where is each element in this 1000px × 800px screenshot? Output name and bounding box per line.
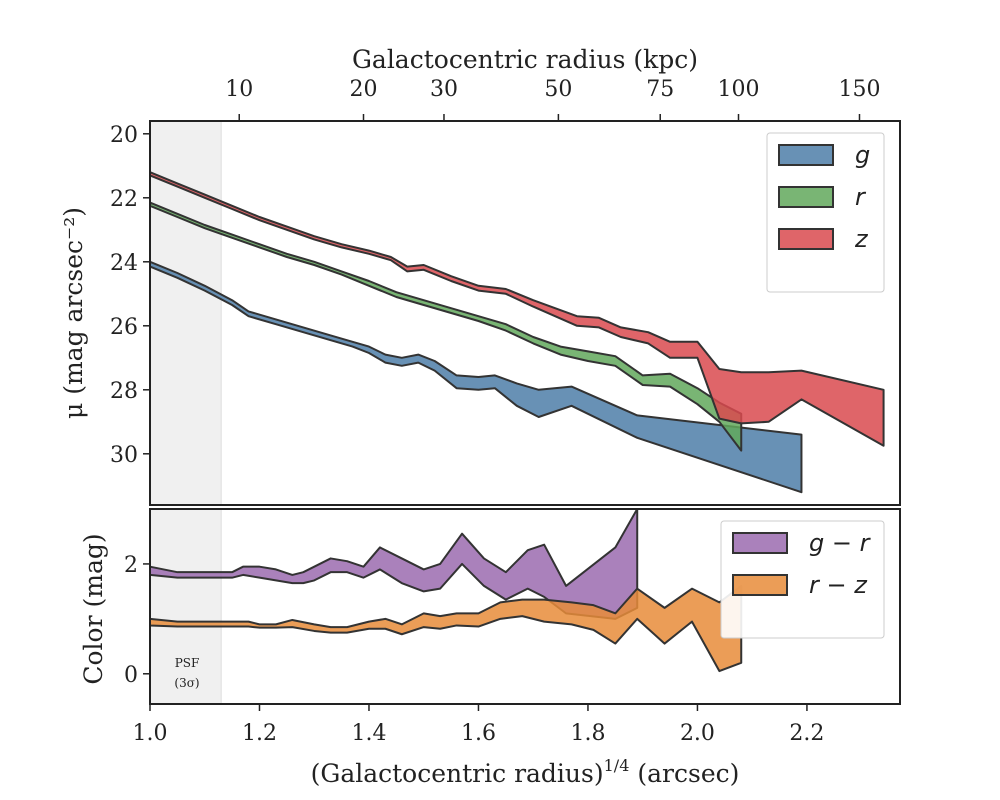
x-tick-label-6: 2.2	[789, 721, 824, 746]
top-legend-label-3: z	[854, 225, 869, 253]
bottom-panel: 0 2 g − r r − z 1.0 1.2 1.4 1.6 1.8 2.0 2.2	[124, 508, 901, 746]
bottom-y-tick-label-1: 2	[124, 553, 138, 578]
top-axis-tick-label-6: 150	[838, 77, 880, 102]
bottom-y-tick-label-0: 0	[124, 663, 138, 688]
x-tick-label-0: 1.0	[133, 721, 168, 746]
top-legend-label-2: r	[855, 183, 867, 211]
top-axis-tick-label-3: 50	[544, 77, 572, 102]
x-tick-label-1: 1.2	[242, 721, 277, 746]
x-axis-label-main: (Galactocentric radius)	[311, 759, 604, 788]
top-psf-region	[150, 121, 222, 505]
x-axis-label-superscript: 1/4	[604, 756, 630, 775]
top-axis-tick-label-4: 75	[646, 77, 674, 102]
top-y-tick-label-2: 24	[110, 251, 138, 276]
top-axis-tick-label-5: 100	[718, 77, 760, 102]
top-legend-swatch-2	[778, 186, 834, 208]
top-y-tick-label-1: 22	[110, 187, 138, 212]
top-panel: 20 22 24 26 28 30 grz 10 20 30 50 75 100 150	[110, 77, 901, 506]
top-axis-tick-label-1: 20	[350, 77, 378, 102]
top-axis-label: Galactocentric radius (kpc)	[352, 45, 698, 74]
psf-annotation-line1: PSF	[175, 656, 200, 670]
psf-annotation-line2: (3σ)	[174, 676, 199, 690]
top-legend-swatch-3	[778, 228, 834, 250]
top-y-tick-label-4: 28	[110, 379, 138, 404]
top-y-tick-label-0: 20	[110, 123, 138, 148]
bottom-psf-region	[150, 509, 222, 704]
bottom-legend-label-2: r − z	[809, 571, 868, 599]
top-band-3	[149, 171, 885, 447]
x-tick-label-2: 1.4	[351, 721, 386, 746]
x-tick-label-5: 2.0	[680, 721, 715, 746]
bottom-y-axis-label: Color (mag)	[79, 533, 108, 684]
overlay: Galactocentric radius (kpc) μ (mag arcse…	[59, 45, 739, 788]
top-band-2	[149, 201, 743, 452]
bottom-legend-swatch-1	[732, 532, 788, 554]
top-y-tick-label-3: 26	[110, 315, 138, 340]
top-y-tick-label-5: 30	[110, 443, 138, 468]
x-tick-label-4: 1.8	[570, 721, 605, 746]
bottom-band-2	[149, 584, 743, 673]
top-band-1	[149, 260, 803, 494]
top-axis-tick-label-0: 10	[225, 77, 253, 102]
top-frame	[149, 120, 901, 506]
top-axis-tick-label-2: 30	[430, 77, 458, 102]
x-tick-label-3: 1.6	[461, 721, 496, 746]
top-legend-swatch-1	[778, 144, 834, 166]
bottom-legend-label-1: g − r	[809, 529, 872, 557]
bottom-legend-swatch-2	[732, 574, 788, 596]
x-axis-label-unit: (arcsec)	[637, 759, 739, 788]
x-axis-label: (Galactocentric radius)1/4 (arcsec)	[311, 756, 740, 788]
top-legend-box	[766, 132, 885, 293]
top-y-axis-label: μ (mag arcsec⁻²)	[59, 207, 88, 419]
top-legend-label-1: g	[855, 141, 870, 169]
bottom-frame	[149, 508, 901, 705]
